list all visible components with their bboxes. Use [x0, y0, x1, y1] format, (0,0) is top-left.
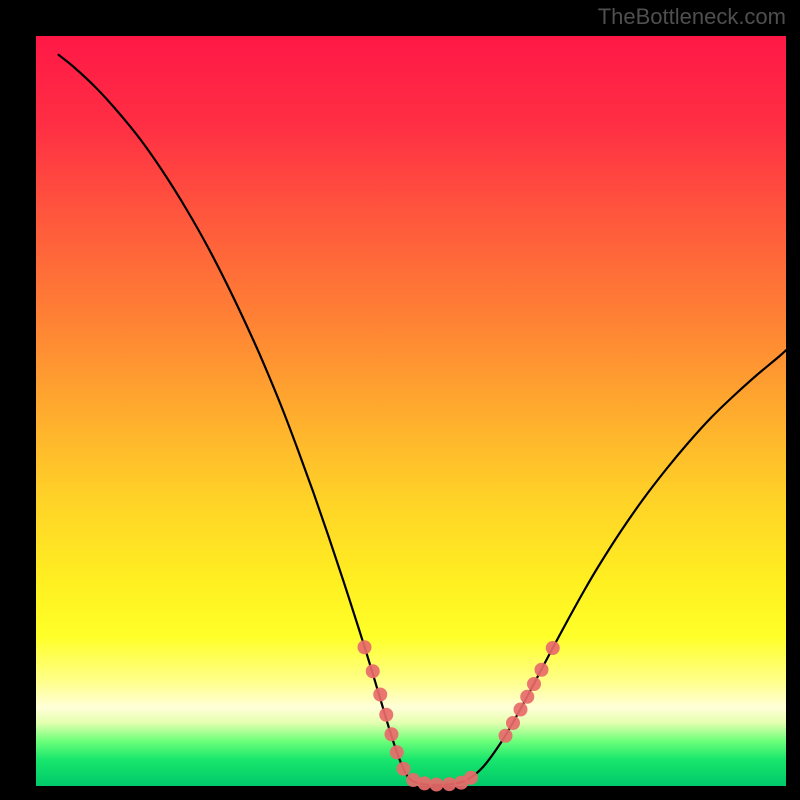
- data-marker: [514, 703, 528, 717]
- data-marker: [506, 716, 520, 730]
- data-marker: [373, 688, 387, 702]
- data-marker: [385, 727, 399, 741]
- markers-group: [358, 640, 560, 791]
- data-marker: [527, 677, 541, 691]
- data-marker: [358, 640, 372, 654]
- data-marker: [390, 745, 404, 759]
- data-marker: [442, 777, 456, 791]
- data-marker: [430, 778, 444, 792]
- plot-area: [36, 36, 786, 786]
- data-marker: [520, 690, 534, 704]
- data-marker: [499, 729, 513, 743]
- data-marker: [379, 708, 393, 722]
- data-marker: [366, 664, 380, 678]
- chart-svg: [36, 36, 786, 786]
- stage: TheBottleneck.com: [0, 0, 800, 800]
- data-marker: [464, 771, 478, 785]
- bottleneck-curve: [59, 55, 787, 785]
- data-marker: [418, 776, 432, 790]
- data-marker: [546, 641, 560, 655]
- watermark-text: TheBottleneck.com: [598, 4, 786, 30]
- data-marker: [535, 663, 549, 677]
- data-marker: [397, 762, 411, 776]
